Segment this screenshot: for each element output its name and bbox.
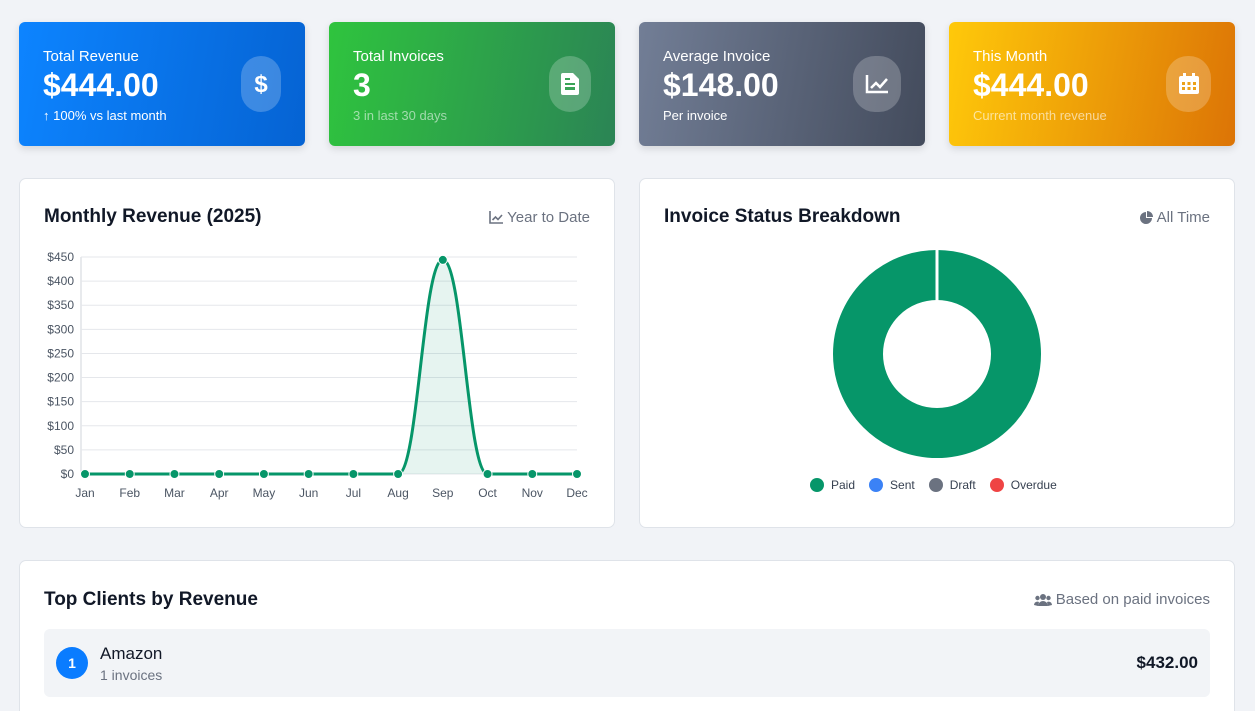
client-invoice-count: 1 invoices (100, 667, 163, 683)
card-value: $148.00 (663, 67, 779, 103)
card-subtext: Current month revenue (973, 108, 1107, 123)
revenue-area (85, 259, 577, 474)
x-tick-label: Sep (432, 486, 454, 500)
average-invoice-card: Average Invoice $148.00 Per invoice (639, 22, 925, 146)
panel-title: Invoice Status Breakdown (664, 206, 901, 227)
card-subtext: Per invoice (663, 108, 728, 123)
panel-title: Top Clients by Revenue (44, 589, 258, 610)
card-value: $444.00 (43, 67, 159, 103)
data-point-may[interactable] (258, 469, 269, 479)
legend-sent[interactable]: Sent (869, 478, 915, 492)
data-point-jul[interactable] (348, 469, 359, 479)
data-point-jun[interactable] (303, 469, 314, 479)
chart-line-icon (853, 56, 901, 112)
y-tick-label: $400 (47, 274, 74, 288)
legend-overdue[interactable]: Overdue (989, 478, 1057, 492)
pie-chart-icon (1139, 210, 1153, 224)
card-label: Total Revenue (43, 48, 139, 65)
donut-legend: Paid Sent Draft Overdue (810, 478, 1057, 492)
draft-swatch (928, 478, 943, 492)
sent-swatch (869, 478, 884, 492)
panel-title: Monthly Revenue (2025) (44, 206, 262, 227)
legend-label: Sent (890, 478, 915, 492)
overdue-swatch (989, 478, 1004, 492)
users-icon (1033, 593, 1052, 606)
invoice-status-donut (833, 249, 1041, 458)
this-month-card: This Month $444.00 Current month revenue (949, 22, 1235, 146)
legend-draft[interactable]: Draft (928, 478, 976, 492)
calendar-icon (1166, 56, 1211, 112)
y-tick-label: $100 (47, 419, 74, 433)
card-value: $444.00 (973, 67, 1089, 103)
data-point-dec[interactable] (572, 469, 582, 479)
data-point-mar[interactable] (169, 469, 180, 479)
x-tick-label: Apr (210, 486, 229, 500)
panel-note: All Time (1139, 209, 1210, 226)
y-tick-label: $250 (47, 346, 74, 360)
card-label: This Month (973, 48, 1048, 65)
data-point-aug[interactable] (393, 469, 404, 479)
data-point-apr[interactable] (214, 469, 225, 479)
data-point-jan[interactable] (80, 469, 90, 479)
x-tick-label: Feb (119, 486, 140, 500)
invoice-status-panel: Invoice Status Breakdown All Time Paid S… (639, 178, 1235, 528)
x-tick-label: Jul (346, 486, 361, 500)
y-tick-label: $350 (47, 298, 74, 312)
card-label: Total Invoices (353, 48, 444, 65)
client-row[interactable]: 1 Amazon 1 invoices $432.00 (44, 629, 1210, 697)
x-tick-label: Oct (478, 486, 497, 500)
panel-note: Year to Date (489, 209, 590, 226)
revenue-line (85, 258, 577, 476)
svg-text:$: $ (254, 71, 268, 98)
legend-paid[interactable]: Paid (810, 478, 855, 492)
data-point-sep[interactable] (437, 254, 448, 265)
data-point-oct[interactable] (482, 469, 493, 479)
y-tick-label: $50 (54, 443, 74, 457)
revenue-line-chart: $0 $50 $100 $150 $200 $250 $300 $350 $400 $450 Jan… (47, 250, 587, 500)
legend-label: Paid (831, 478, 856, 492)
top-clients-panel: Top Clients by Revenue Based on paid inv… (19, 560, 1235, 711)
y-tick-label: $0 (61, 467, 75, 481)
y-tick-label: $200 (47, 371, 74, 385)
y-tick-label: $450 (47, 250, 74, 264)
client-amount: $432.00 (1136, 653, 1198, 672)
invoice-icon (549, 56, 591, 112)
x-tick-label: Jan (75, 486, 94, 500)
paid-swatch (810, 478, 824, 492)
chart-line-icon (489, 211, 504, 224)
x-tick-label: May (253, 486, 276, 500)
x-tick-label: Mar (164, 486, 185, 500)
total-invoices-card: Total Invoices 3 3 in last 30 days (329, 22, 615, 146)
client-rank-badge: 1 (56, 647, 88, 679)
y-tick-label: $300 (47, 322, 74, 336)
card-label: Average Invoice (663, 48, 771, 65)
card-subtext: ↑ 100% vs last month (43, 108, 167, 123)
data-point-nov[interactable] (527, 469, 538, 479)
dollar-icon: $ (241, 56, 281, 112)
client-name: Amazon (100, 644, 163, 663)
card-value: 3 (353, 67, 371, 103)
legend-label: Draft (949, 478, 976, 492)
card-subtext: 3 in last 30 days (353, 108, 447, 123)
monthly-revenue-panel: Monthly Revenue (2025) Year to Date $0 $5… (19, 178, 615, 528)
x-tick-label: Dec (566, 486, 587, 500)
x-tick-label: Nov (522, 486, 543, 500)
panel-note: Based on paid invoices (1033, 591, 1210, 608)
data-point-feb[interactable] (124, 469, 135, 479)
total-revenue-card: Total Revenue $444.00 ↑ 100% vs last mon… (19, 22, 305, 146)
y-tick-label: $150 (47, 395, 74, 409)
legend-label: Overdue (1010, 478, 1057, 492)
arrow-up-icon: ↑ (43, 108, 50, 123)
x-tick-label: Aug (387, 486, 408, 500)
x-tick-label: Jun (299, 486, 318, 500)
